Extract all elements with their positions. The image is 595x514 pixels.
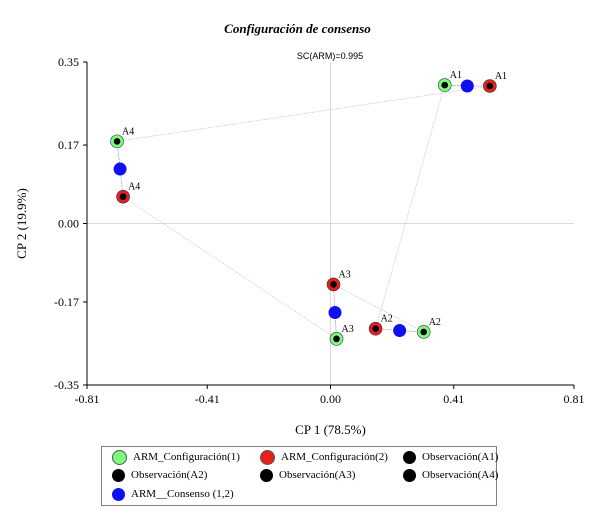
consensus-point [113,162,127,176]
legend-swatch-black [403,450,416,464]
consensus-point [393,324,407,338]
legend-item: Observación(A4) [403,467,498,483]
legend-item: ARM__Consenso (1,2) [112,486,234,502]
point-label: A4 [122,126,134,137]
x-tick-label: 0.81 [564,392,585,406]
observation-marker [420,328,427,336]
legend-swatch-black [112,468,125,482]
consensus-point [460,79,474,93]
connector-line [375,84,446,329]
consensus-point [328,306,342,320]
legend-label: ARM_Configuración(1) [133,451,240,463]
legend-label: ARM__Consenso (1,2) [131,488,234,500]
y-tick-label: -0.35 [54,378,79,392]
x-tick-label: 0.00 [320,392,341,406]
connector-line [334,312,337,339]
legend-swatch-black [260,468,273,482]
x-tick-label: -0.81 [75,392,100,406]
y-tick-label: 0.00 [58,217,79,231]
point-label: A3 [342,324,354,335]
point-label: A2 [381,314,393,325]
legend-item: Observación(A1) [403,449,498,465]
observation-marker [333,335,340,343]
observation-marker [486,82,494,90]
point-label: A1 [450,70,462,81]
point-label: A3 [339,269,351,280]
y-tick-label: -0.17 [54,295,79,309]
legend-swatch-blue [112,487,125,501]
chart-title: Configuración de consenso [224,21,371,36]
legend-item: ARM_Configuración(1) [112,449,240,465]
x-axis-label: CP 1 (78.5%) [295,422,366,437]
legend-label: Observación(A1) [422,451,499,463]
x-tick-label: 0.41 [443,392,464,406]
y-tick-label: 0.17 [58,138,79,152]
connector-line [333,284,424,333]
legend-label: Observación(A3) [279,469,356,481]
legend-item: ARM_Configuración(2) [260,449,388,465]
observation-marker [372,325,379,333]
y-axis-label: CP 2 (19.9%) [14,188,29,259]
legend-label: Observación(A2) [131,469,208,481]
point-label: A4 [128,182,140,193]
legend-swatch-black [403,468,416,482]
connector-line [117,85,490,142]
observation-marker [441,81,449,89]
observation-marker [113,138,121,145]
observation-marker [119,193,127,201]
legend-swatch-green [112,449,127,465]
chart-subtitle: SC(ARM)=0.995 [296,51,364,61]
y-tick-label: 0.35 [58,55,79,69]
point-label: A1 [495,71,507,82]
connector-line [122,196,337,340]
legend-item: Observación(A3) [260,467,355,483]
legend-item: Observación(A2) [112,467,207,483]
legend: ARM_Configuración(1) ARM_Configuración(2… [101,446,498,506]
legend-label: Observación(A4) [422,469,499,481]
observation-marker [330,281,337,288]
point-label: A2 [429,317,441,328]
x-tick-label: -0.41 [195,392,220,406]
legend-label: ARM_Configuración(2) [281,451,388,463]
legend-swatch-red [260,449,275,465]
